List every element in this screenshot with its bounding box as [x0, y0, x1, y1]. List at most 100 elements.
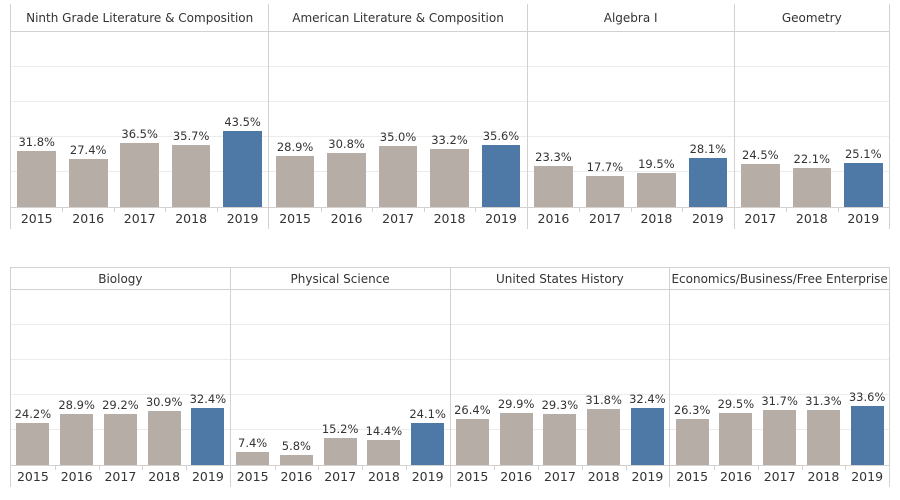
axis-tick — [786, 208, 788, 212]
bar-2017[interactable] — [103, 413, 137, 465]
x-axis-label: 2016 — [280, 469, 313, 484]
bar-2018[interactable] — [792, 168, 832, 207]
bar-value-label: 31.3% — [805, 394, 842, 409]
bar-2017[interactable] — [741, 164, 780, 207]
bar-2015[interactable] — [275, 156, 315, 207]
bar-2019[interactable] — [850, 406, 884, 465]
bar-2015[interactable] — [675, 418, 709, 465]
bar-2019[interactable] — [630, 408, 664, 465]
bar-2018[interactable] — [806, 410, 840, 465]
bar-2017[interactable] — [378, 145, 418, 207]
bar-2017[interactable] — [543, 413, 577, 465]
bar-2016[interactable] — [327, 153, 366, 207]
x-axis-label: 2015 — [676, 469, 709, 484]
trellis-bar-chart: Ninth Grade Literature & Composition 31.8… — [10, 4, 890, 487]
bar-2015[interactable] — [17, 151, 57, 207]
bar-2015[interactable] — [455, 418, 489, 465]
x-axis-slot: 2016 — [528, 208, 581, 229]
x-axis-slot: 2018 — [362, 466, 407, 487]
bar-group: 26.4% 29.9% 29.3% 31.8% 32.4% — [451, 290, 670, 465]
x-axis-label: 2019 — [851, 469, 884, 484]
bar-2016[interactable] — [719, 413, 753, 465]
bar-value-label: 35.7% — [172, 128, 210, 143]
bar-2018[interactable] — [147, 410, 181, 465]
bar-slot: 32.4% — [626, 290, 670, 465]
gridline — [269, 136, 527, 137]
x-axis: 2017 2018 2019 — [735, 208, 889, 229]
bar-slot: 29.5% — [714, 290, 758, 465]
x-axis-slot: 2017 — [372, 208, 425, 229]
bar-2018[interactable] — [367, 439, 401, 465]
axis-tick — [714, 466, 715, 470]
bar-2017[interactable] — [120, 143, 159, 207]
bar-2019[interactable] — [191, 408, 225, 465]
x-axis-label: 2019 — [191, 469, 224, 484]
panel-plot: 26.4% 29.9% 29.3% 31.8% 32.4% — [450, 290, 670, 466]
gridline — [527, 171, 734, 172]
bar-2019[interactable] — [223, 130, 262, 207]
axis-tick — [142, 466, 144, 470]
bar-2018[interactable] — [171, 144, 211, 207]
bar-2015[interactable] — [16, 422, 50, 465]
axis-tick — [757, 466, 759, 470]
bar-value-label: 5.8% — [281, 438, 311, 453]
panel-title: Geometry — [734, 4, 889, 32]
bar-2019[interactable] — [481, 144, 521, 207]
panel-title: Physical Science — [230, 268, 450, 290]
x-axis-slot: 2015 — [670, 466, 715, 487]
bar-value-label: 24.1% — [409, 406, 446, 421]
bar-2015[interactable] — [236, 452, 270, 465]
bar-value-label: 29.9% — [497, 396, 535, 411]
gridline — [11, 359, 230, 360]
gridline — [11, 136, 269, 137]
bar-2016[interactable] — [60, 414, 94, 465]
bar-2018[interactable] — [587, 409, 621, 465]
bar-2019[interactable] — [843, 163, 883, 207]
axis-tick — [494, 466, 496, 470]
bar-2017[interactable] — [585, 176, 625, 207]
x-axis-label: 2017 — [382, 211, 414, 226]
x-axis-slot: 2019 — [186, 466, 230, 487]
axis-tick — [475, 208, 477, 212]
axis-tick — [372, 208, 374, 212]
x-axis-label: 2019 — [226, 211, 259, 226]
bar-group: 28.9% 30.8% 35.0% 33.2% 35.6% — [269, 32, 526, 207]
bar-2016[interactable] — [68, 159, 108, 207]
bar-value-label: 14.4% — [365, 423, 403, 438]
x-axis-label: 2018 — [807, 469, 840, 484]
chart-row-bottom: Biology 24.2% 28.9% 29.2% 30.9% 32.4% 2015 2016… — [10, 267, 890, 487]
x-axis-label: 2018 — [175, 211, 208, 226]
bar-2016[interactable] — [534, 166, 573, 207]
bar-slot: 24.5% — [735, 32, 786, 207]
x-axis-label: 2018 — [795, 211, 828, 226]
bar-value-label: 7.4% — [238, 436, 268, 451]
bar-slot: 5.8% — [275, 290, 319, 465]
bar-2019[interactable] — [688, 157, 728, 207]
bar-value-label: 28.9% — [58, 398, 95, 413]
x-axis-label: 2016 — [537, 211, 570, 226]
axis-tick — [538, 466, 539, 470]
bar-2019[interactable] — [411, 422, 445, 465]
bar-slot: 33.6% — [845, 290, 889, 465]
bar-value-label: 32.4% — [629, 392, 666, 407]
bar-2016[interactable] — [499, 412, 533, 465]
bar-2018[interactable] — [430, 148, 469, 207]
axis-tick — [362, 466, 363, 470]
x-axis-label: 2017 — [543, 469, 576, 484]
bar-2017[interactable] — [323, 438, 357, 465]
bar-slot: 25.1% — [838, 32, 889, 207]
x-axis: 2015 2016 2017 2018 2019 — [11, 208, 268, 229]
panel-plot: 7.4% 5.8% 15.2% 14.4% 24.1% — [230, 290, 450, 466]
bar-value-label: 31.8% — [18, 135, 55, 150]
gridline — [450, 359, 670, 360]
bar-2018[interactable] — [637, 172, 676, 207]
x-axis-slot: 2015 — [11, 208, 64, 229]
bar-2017[interactable] — [763, 409, 797, 465]
x-axis-slot: 2019 — [217, 208, 268, 229]
x-axis-slot: 2018 — [582, 466, 627, 487]
bar-2016[interactable] — [279, 454, 313, 465]
x-axis: 2016 2017 2018 2019 — [528, 208, 734, 229]
panel-plot: 23.3% 17.7% 19.5% 28.1% — [527, 32, 734, 208]
bar-group: 24.5% 22.1% 25.1% — [735, 32, 889, 207]
x-axis-label: 2019 — [631, 469, 664, 484]
